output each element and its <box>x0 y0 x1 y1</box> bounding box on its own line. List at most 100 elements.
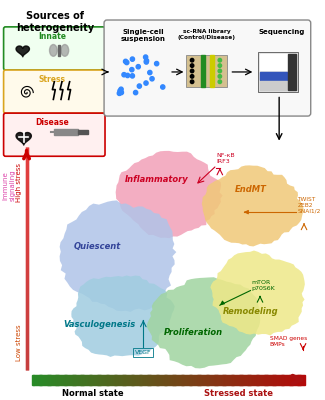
Bar <box>59 375 61 385</box>
Bar <box>142 375 144 385</box>
Bar <box>47 375 49 385</box>
Bar <box>298 375 300 385</box>
Text: Inflammatory: Inflammatory <box>125 175 188 184</box>
Bar <box>33 375 35 385</box>
Bar <box>290 375 292 385</box>
Bar <box>182 375 184 385</box>
Bar <box>299 375 301 385</box>
Bar <box>95 375 97 385</box>
Bar <box>139 375 141 385</box>
Bar <box>296 375 297 385</box>
Bar <box>300 375 302 385</box>
Text: Innate: Innate <box>38 32 66 41</box>
Circle shape <box>190 80 194 84</box>
Circle shape <box>124 59 128 64</box>
Bar <box>176 375 178 385</box>
Bar <box>272 375 274 385</box>
Bar <box>235 375 236 385</box>
Bar <box>71 375 72 385</box>
Bar <box>176 375 177 385</box>
Bar <box>43 375 44 385</box>
Polygon shape <box>71 276 175 357</box>
Bar <box>128 375 129 385</box>
Bar <box>69 375 70 385</box>
Bar <box>260 375 261 385</box>
Circle shape <box>125 60 129 65</box>
Polygon shape <box>59 200 176 312</box>
Circle shape <box>136 64 140 69</box>
Bar <box>287 375 288 385</box>
Circle shape <box>218 69 222 73</box>
Bar <box>185 375 186 385</box>
Bar <box>77 375 78 385</box>
Bar <box>186 55 227 87</box>
Bar <box>98 375 100 385</box>
Bar <box>121 375 123 385</box>
Bar <box>237 375 239 385</box>
Bar <box>221 375 223 385</box>
Circle shape <box>134 90 138 95</box>
Bar <box>132 375 134 385</box>
Bar <box>138 375 139 385</box>
Bar <box>194 375 195 385</box>
Bar <box>134 375 135 385</box>
Bar <box>210 55 214 87</box>
Bar <box>231 375 233 385</box>
Bar <box>39 375 41 385</box>
Bar <box>147 375 149 385</box>
Polygon shape <box>16 132 31 145</box>
Bar <box>260 72 287 80</box>
Bar <box>54 129 78 135</box>
Text: Low stress: Low stress <box>16 324 22 361</box>
Bar <box>240 375 242 385</box>
Bar <box>38 375 40 385</box>
Bar <box>205 375 207 385</box>
Bar <box>273 375 275 385</box>
Bar <box>68 375 69 385</box>
Bar <box>262 375 264 385</box>
Circle shape <box>190 75 194 78</box>
Text: Vasculogenesis: Vasculogenesis <box>63 320 136 329</box>
Bar <box>94 375 95 385</box>
Bar <box>217 375 219 385</box>
Bar <box>247 375 249 385</box>
Bar <box>292 375 294 385</box>
Bar <box>107 375 109 385</box>
Bar <box>233 375 235 385</box>
Bar <box>106 375 108 385</box>
Bar <box>228 375 229 385</box>
Circle shape <box>117 91 122 96</box>
Bar <box>124 375 126 385</box>
Text: EndMT: EndMT <box>235 185 266 194</box>
Bar <box>148 375 150 385</box>
Bar <box>135 375 136 385</box>
Circle shape <box>144 81 148 85</box>
Bar <box>44 375 45 385</box>
Bar <box>104 375 106 385</box>
Text: Sequencing: Sequencing <box>259 29 305 35</box>
Bar <box>222 375 224 385</box>
Bar <box>72 375 74 385</box>
Polygon shape <box>147 277 260 368</box>
Bar <box>232 375 234 385</box>
Bar <box>161 375 162 385</box>
Bar <box>75 375 77 385</box>
Bar <box>48 375 50 385</box>
Bar <box>189 375 191 385</box>
Bar <box>105 375 107 385</box>
Bar <box>34 375 36 385</box>
Text: Disease: Disease <box>35 118 69 127</box>
Bar <box>89 375 91 385</box>
Bar <box>141 375 143 385</box>
Bar <box>204 375 205 385</box>
Bar <box>74 375 76 385</box>
Bar <box>167 375 169 385</box>
Bar <box>288 54 296 90</box>
Bar <box>56 375 58 385</box>
Bar <box>171 375 173 385</box>
Bar <box>55 375 57 385</box>
Bar <box>100 375 102 385</box>
Circle shape <box>144 55 148 59</box>
Bar <box>196 375 198 385</box>
Bar <box>130 375 132 385</box>
